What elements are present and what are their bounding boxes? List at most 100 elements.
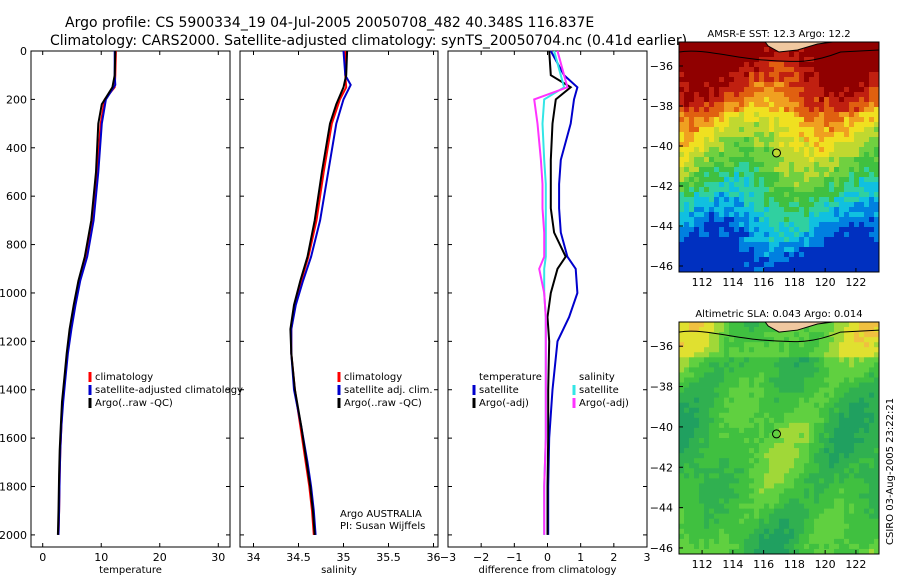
- sst-cell: [679, 107, 685, 113]
- sla-cell: [739, 372, 745, 378]
- sst-cell: [709, 217, 715, 223]
- sst-cell: [739, 147, 745, 153]
- sla-cell: [719, 392, 725, 399]
- sst-cell: [744, 262, 750, 268]
- sla-cell: [739, 422, 745, 429]
- sla-cell: [854, 528, 860, 535]
- sla-cell: [694, 438, 700, 444]
- sst-cell: [799, 172, 805, 178]
- sla-cell: [874, 473, 880, 479]
- sla-cell: [719, 478, 725, 484]
- sst-cell: [844, 112, 850, 118]
- sst-cell: [709, 117, 715, 123]
- sst-cell: [709, 132, 715, 138]
- sla-cell: [689, 352, 695, 358]
- sst-cell: [844, 102, 850, 108]
- sst-cell: [864, 72, 870, 78]
- sst-cell: [764, 52, 770, 58]
- sst-cell: [824, 87, 830, 93]
- sla-cell: [859, 367, 865, 373]
- sla-xtick-label: 118: [784, 558, 805, 571]
- sst-cell: [849, 62, 855, 68]
- sst-cell: [709, 62, 715, 68]
- sst-cell: [774, 242, 780, 248]
- sst-cell: [704, 42, 710, 48]
- sla-cell: [789, 372, 795, 378]
- sla-cell: [839, 352, 845, 358]
- sst-cell: [809, 52, 815, 58]
- sst-cell: [764, 237, 770, 243]
- sst-cell: [854, 167, 860, 173]
- sla-cell: [794, 533, 800, 540]
- sst-cell: [839, 247, 845, 253]
- sla-cell: [759, 513, 765, 520]
- sst-cell: [809, 97, 815, 103]
- sla-cell: [804, 478, 810, 484]
- sst-cell: [684, 202, 690, 208]
- sla-cell: [694, 548, 700, 555]
- sst-cell: [814, 167, 820, 173]
- sst-cell: [849, 237, 855, 243]
- sla-cell: [709, 533, 715, 540]
- sla-cell: [719, 448, 725, 454]
- sst-cell: [819, 62, 825, 68]
- sla-cell: [774, 528, 780, 535]
- sla-cell: [809, 342, 815, 348]
- sla-cell: [699, 367, 705, 373]
- sst-cell: [824, 127, 830, 133]
- sst-cell: [784, 122, 790, 128]
- sst-cell: [839, 107, 845, 113]
- sst-cell: [704, 252, 710, 258]
- sla-cell: [794, 543, 800, 550]
- sst-cell: [854, 267, 860, 273]
- sla-cell: [739, 468, 745, 474]
- sst-cell: [729, 222, 735, 228]
- sla-cell: [764, 453, 770, 459]
- sla-cell: [804, 387, 810, 394]
- sla-cell: [759, 372, 765, 378]
- sst-cell: [779, 237, 785, 243]
- sla-cell: [794, 402, 800, 409]
- sst-cell: [819, 177, 825, 183]
- sla-cell: [784, 543, 790, 550]
- sla-cell: [679, 533, 685, 540]
- sst-cell: [854, 122, 860, 128]
- sla-cell: [724, 518, 730, 525]
- sla-xtick-label: 116: [753, 558, 774, 571]
- sla-cell: [874, 518, 880, 525]
- sla-cell: [849, 483, 855, 489]
- sst-cell: [809, 177, 815, 183]
- sst-cell: [809, 112, 815, 118]
- sla-cell: [749, 407, 755, 414]
- sst-cell: [829, 47, 835, 53]
- sst-cell: [704, 237, 710, 243]
- sla-cell: [704, 478, 710, 484]
- sst-cell: [819, 52, 825, 58]
- sla-cell: [829, 412, 835, 419]
- sst-cell: [769, 87, 775, 93]
- sst-cell: [714, 47, 720, 53]
- sst-cell: [814, 147, 820, 153]
- sla-cell: [689, 327, 695, 333]
- sla-argo-marker: [771, 429, 781, 439]
- sla-cell: [759, 488, 765, 494]
- sst-cell: [749, 237, 755, 243]
- sst-cell: [724, 157, 730, 163]
- sst-cell: [679, 177, 685, 183]
- sla-cell: [854, 483, 860, 489]
- sst-cell: [834, 227, 840, 233]
- sla-cell: [714, 327, 720, 333]
- sla-cell: [799, 523, 805, 530]
- sla-cell: [729, 412, 735, 419]
- sla-cell: [739, 417, 745, 424]
- sla-cell: [704, 533, 710, 540]
- sst-cell: [769, 237, 775, 243]
- sla-cell: [789, 422, 795, 429]
- sst-cell: [709, 257, 715, 263]
- sla-cell: [819, 448, 825, 454]
- sla-cell: [694, 513, 700, 520]
- sst-cell: [844, 247, 850, 253]
- sla-cell: [694, 392, 700, 399]
- sla-cell: [699, 503, 705, 510]
- sst-cell: [759, 242, 765, 248]
